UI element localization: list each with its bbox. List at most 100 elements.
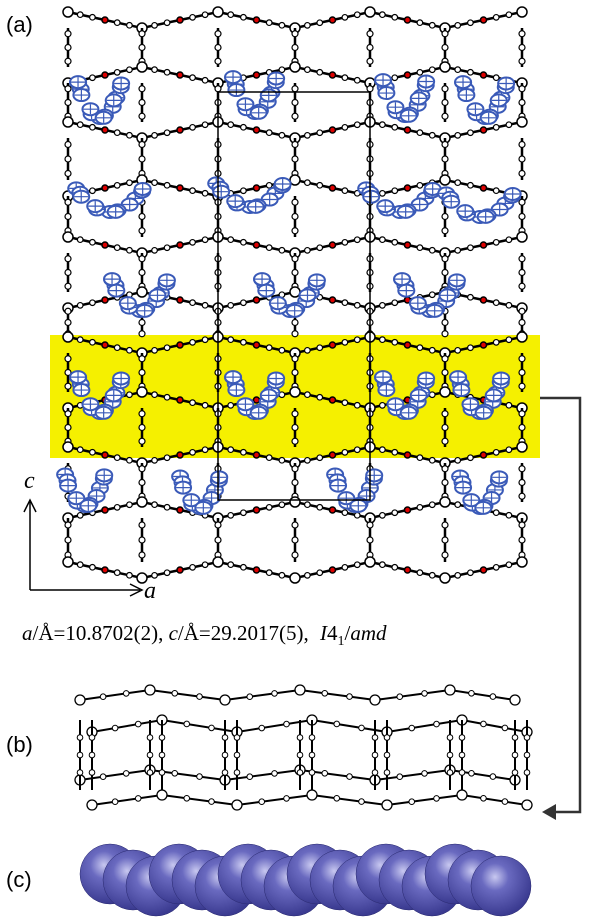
atom xyxy=(89,770,95,776)
atom xyxy=(442,425,448,431)
atom xyxy=(177,242,183,248)
atom xyxy=(147,752,153,758)
atom xyxy=(290,573,300,583)
atom xyxy=(215,537,221,543)
atom xyxy=(506,402,512,408)
atom xyxy=(202,190,208,196)
atom xyxy=(77,12,83,18)
atom xyxy=(442,45,448,51)
atom xyxy=(139,438,145,444)
atom xyxy=(524,735,530,741)
atom xyxy=(354,447,360,453)
atom xyxy=(469,691,475,697)
atom xyxy=(330,567,336,573)
atom xyxy=(519,383,525,389)
atom xyxy=(292,31,298,37)
atom xyxy=(290,497,300,507)
atom xyxy=(468,294,474,300)
atom xyxy=(417,570,423,576)
atom xyxy=(370,695,380,705)
atom xyxy=(190,400,196,406)
atom xyxy=(517,232,527,242)
caption: a/Å=10.8702(2), c/Å=29.2017(5), I41/amd xyxy=(22,621,387,649)
atom xyxy=(139,214,145,220)
atom xyxy=(102,185,108,191)
atom xyxy=(222,735,228,741)
atom xyxy=(322,771,328,777)
atom xyxy=(284,721,290,727)
atom xyxy=(442,86,448,92)
caption-part: /Å=10.8702(2), xyxy=(33,621,169,645)
atom xyxy=(290,62,300,72)
atom xyxy=(309,752,315,758)
atom xyxy=(63,442,73,452)
atom xyxy=(455,133,461,139)
atom xyxy=(365,7,375,17)
atom xyxy=(90,300,96,306)
atom xyxy=(305,133,311,139)
atom xyxy=(139,331,145,337)
atom xyxy=(114,183,120,189)
atom xyxy=(519,270,525,276)
atom xyxy=(307,790,317,800)
atom xyxy=(139,537,145,543)
atom xyxy=(127,502,133,508)
atom xyxy=(254,507,260,513)
atom xyxy=(292,331,298,337)
atom xyxy=(139,45,145,51)
atom xyxy=(519,214,525,220)
atom xyxy=(290,387,300,397)
atom xyxy=(367,537,373,543)
atom xyxy=(342,15,348,21)
axis-label: c xyxy=(24,468,35,494)
atom xyxy=(442,466,448,472)
atom xyxy=(292,113,298,119)
atom xyxy=(164,345,170,351)
caption-part: /Å=29.2017(5), xyxy=(178,621,314,645)
atom xyxy=(392,14,398,20)
atom xyxy=(417,245,423,251)
atom xyxy=(202,562,208,568)
atom xyxy=(213,557,223,567)
atom xyxy=(519,370,525,376)
atom xyxy=(519,480,525,486)
atom xyxy=(481,796,487,802)
atom xyxy=(455,180,461,186)
atom xyxy=(512,735,518,741)
atom xyxy=(384,735,390,741)
atom xyxy=(65,308,71,314)
atom xyxy=(63,332,73,342)
atom xyxy=(177,507,183,513)
atom xyxy=(493,450,499,456)
atom xyxy=(330,397,336,403)
atom xyxy=(254,342,260,348)
atom xyxy=(359,799,365,805)
atom xyxy=(506,302,512,308)
atom xyxy=(380,12,386,18)
atom xyxy=(139,113,145,119)
atom xyxy=(254,17,260,23)
atom xyxy=(241,300,247,306)
atom xyxy=(228,12,234,18)
atom xyxy=(213,7,223,17)
atom xyxy=(468,69,474,75)
atom xyxy=(490,774,496,780)
atom xyxy=(506,12,512,18)
atom xyxy=(292,522,298,528)
atom xyxy=(139,100,145,106)
atom xyxy=(468,182,474,188)
atom xyxy=(139,411,145,417)
atom xyxy=(139,356,145,362)
atom xyxy=(442,142,448,148)
atom xyxy=(102,127,108,133)
atom xyxy=(354,12,360,18)
atom xyxy=(152,458,158,464)
atom xyxy=(159,752,165,758)
atom xyxy=(222,752,228,758)
atom xyxy=(367,58,373,64)
atom xyxy=(65,256,71,262)
atom xyxy=(77,562,83,568)
atom xyxy=(392,510,398,516)
atom xyxy=(354,562,360,568)
atom xyxy=(481,297,487,303)
